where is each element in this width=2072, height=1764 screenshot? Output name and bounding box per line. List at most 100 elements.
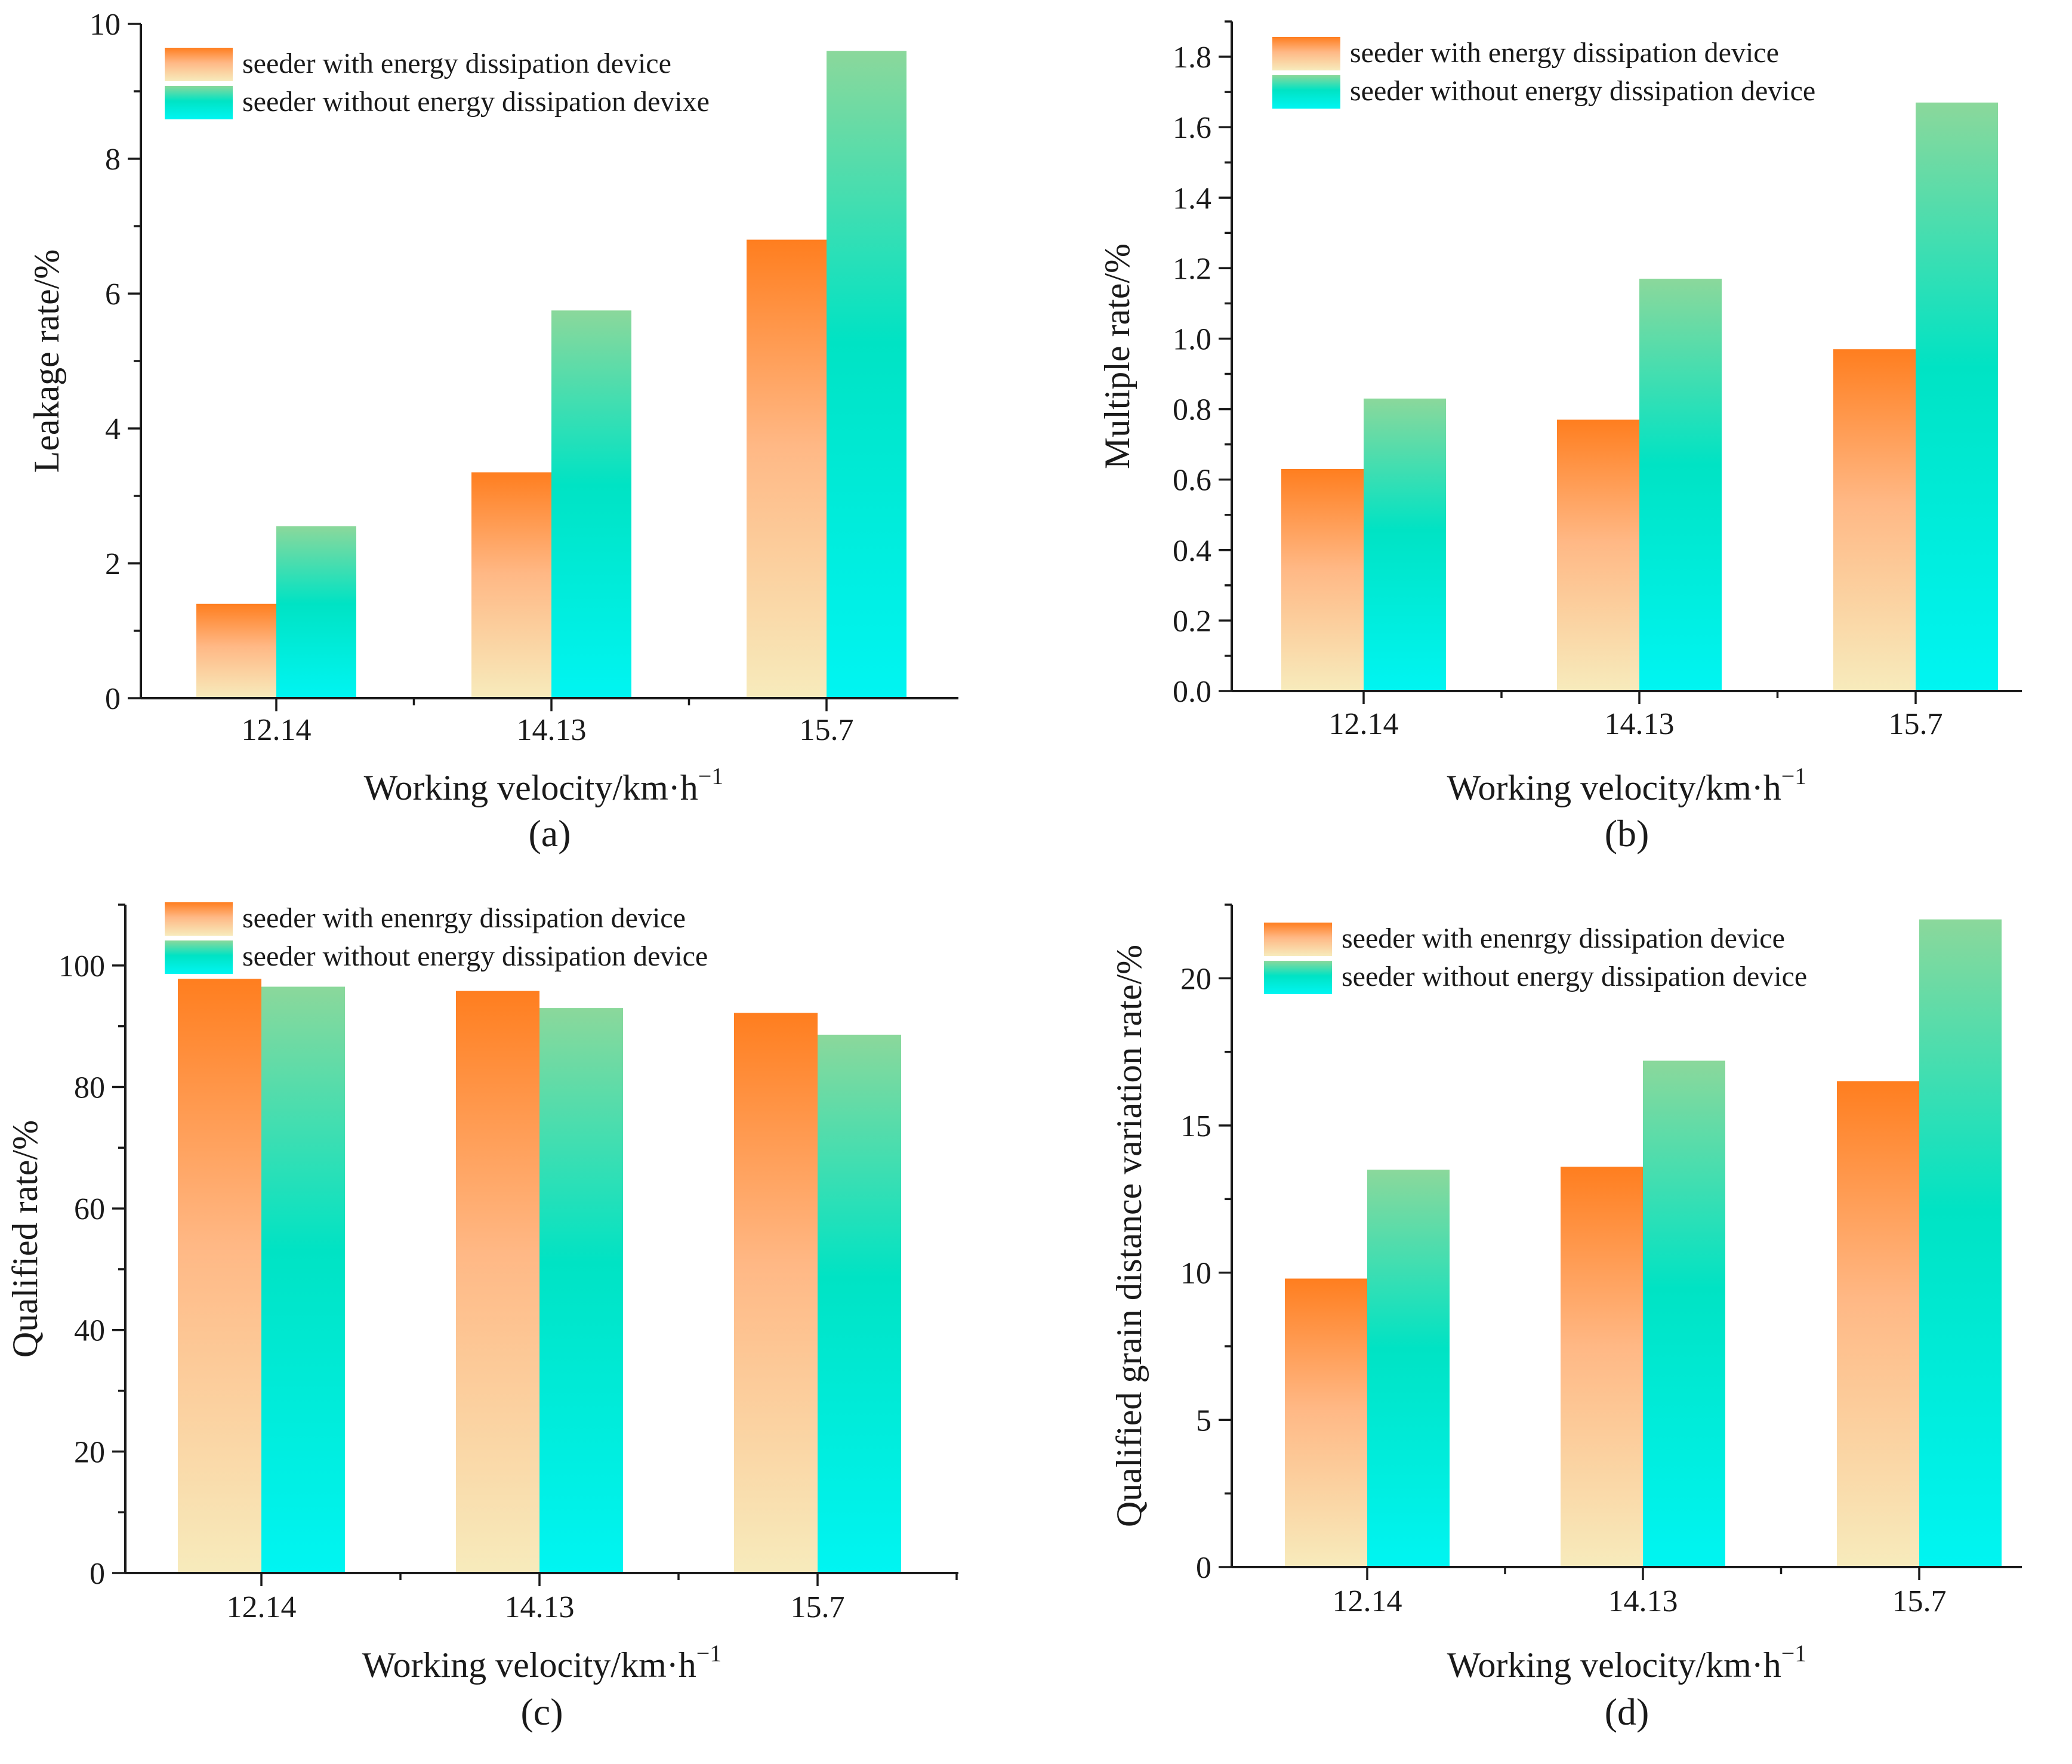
- x-tick-label: 14.13: [505, 1590, 575, 1624]
- legend-label-series2: seeder without energy dissipation device: [1342, 961, 1807, 992]
- y-tick-label: 1.2: [1173, 252, 1211, 286]
- y-axis-title: Leakage rate/%: [27, 249, 66, 473]
- x-axis-title: Working velocity/km·h−1: [364, 763, 724, 807]
- legend-label-series2: seeder without energy dissipation device: [1350, 75, 1815, 107]
- chart-panel-1: 0 2 4 6 8 10 12.14 14.13 15.7 Working velocity/km…: [27, 8, 958, 855]
- legend-swatch-series1: [1272, 37, 1340, 70]
- bar-series2-12.14: [1367, 1170, 1450, 1567]
- x-axis-title: Working velocity/km·h−1: [1447, 1640, 1807, 1685]
- y-tick-label: 4: [105, 412, 121, 446]
- y-tick-label: 15: [1180, 1109, 1211, 1143]
- panel-caption: (d): [1605, 1691, 1649, 1733]
- bar-series2-14.13: [539, 1008, 623, 1573]
- bar-series2-14.13: [551, 310, 631, 698]
- legend-swatch-series1: [165, 48, 233, 81]
- bar-series2-15.7: [1919, 919, 2002, 1567]
- y-tick-label: 0.6: [1173, 464, 1211, 498]
- x-axis-title: Working velocity/km·h−1: [362, 1640, 722, 1685]
- panel-caption: (c): [520, 1691, 563, 1733]
- y-tick-label: 20: [74, 1435, 105, 1469]
- legend-swatch-series2: [1272, 75, 1340, 109]
- legend: seeder with enenrgy dissipation device se…: [165, 902, 708, 974]
- y-tick-label: 1.6: [1173, 111, 1211, 145]
- y-tick-label: 0: [1196, 1551, 1211, 1585]
- bar-series2-14.13: [1643, 1060, 1725, 1567]
- x-tick-label: 15.7: [791, 1590, 845, 1624]
- legend-label-series1: seeder with enenrgy dissipation device: [1342, 923, 1785, 954]
- bar-series1-14.13: [456, 991, 539, 1573]
- bar-series1-14.13: [471, 472, 551, 698]
- y-tick-label: 100: [58, 949, 105, 983]
- x-tick-label: 12.14: [227, 1590, 297, 1624]
- bar-series1-12.14: [196, 603, 276, 698]
- y-tick-label: 0: [105, 682, 121, 716]
- legend: seeder with energy dissipation device see…: [1272, 37, 1815, 109]
- bar-series1-15.7: [734, 1013, 818, 1573]
- x-tick-label: 15.7: [1889, 707, 1943, 741]
- legend-swatch-series1: [165, 902, 233, 936]
- legend-label-series1: seeder with enenrgy dissipation device: [242, 902, 686, 934]
- y-tick-label: 1.4: [1173, 181, 1211, 215]
- legend: seeder with energy dissipation device see…: [165, 48, 710, 119]
- bar-series2-15.7: [827, 51, 906, 699]
- y-tick-label: 10: [1180, 1257, 1211, 1291]
- y-tick-label: 0: [90, 1557, 105, 1591]
- legend-swatch-series2: [1264, 961, 1332, 994]
- y-tick-label: 2: [105, 547, 121, 581]
- y-tick-label: 6: [105, 277, 121, 312]
- bar-series2-12.14: [1364, 398, 1446, 691]
- bar-series1-15.7: [1837, 1081, 1919, 1567]
- bar-series2-12.14: [276, 526, 356, 698]
- x-tick-label: 12.14: [242, 713, 312, 747]
- bar-series2-14.13: [1639, 279, 1722, 691]
- x-tick-label: 15.7: [1892, 1584, 1947, 1618]
- y-tick-label: 60: [74, 1192, 105, 1226]
- y-axis-title: Multiple rate/%: [1097, 243, 1137, 469]
- chart-panel-3: 0 20 40 60 80 100 12.14 14.13 15.7 Working veloci…: [5, 902, 958, 1733]
- y-tick-label: 0.0: [1173, 675, 1211, 709]
- x-tick-label: 14.13: [1608, 1584, 1678, 1618]
- x-tick-label: 15.7: [800, 713, 854, 747]
- y-tick-label: 0.2: [1173, 605, 1211, 639]
- y-tick-label: 20: [1180, 962, 1211, 996]
- bar-series2-15.7: [1916, 102, 1998, 692]
- y-tick-label: 5: [1196, 1404, 1211, 1438]
- y-axis-title: Qualified grain distance variation rate/…: [1109, 945, 1149, 1527]
- y-tick-label: 1.8: [1173, 41, 1211, 75]
- legend-swatch-series2: [165, 940, 233, 974]
- legend-label-series1: seeder with energy dissipation device: [242, 48, 671, 79]
- bar-series1-12.14: [1285, 1278, 1367, 1567]
- bar-series1-15.7: [747, 239, 827, 699]
- y-tick-label: 0.4: [1173, 534, 1211, 568]
- legend-label-series2: seeder without energy dissipation device: [242, 940, 708, 972]
- y-tick-label: 40: [74, 1314, 105, 1348]
- y-tick-label: 8: [105, 143, 121, 177]
- legend-swatch-series1: [1264, 923, 1332, 956]
- legend-label-series2: seeder without energy dissipation devixe: [242, 86, 710, 118]
- y-tick-label: 0.8: [1173, 393, 1211, 427]
- y-tick-label: 1.0: [1173, 322, 1211, 356]
- chart-panel-2: 0.0 0.2 0.4 0.6 0.8 1.0 1.2 1.4 1.6 1.8 12.14 14.13…: [1097, 20, 2022, 855]
- bar-series1-12.14: [178, 979, 261, 1573]
- x-tick-label: 12.14: [1329, 707, 1399, 741]
- legend-label-series1: seeder with energy dissipation device: [1350, 37, 1779, 69]
- bar-series2-12.14: [261, 986, 345, 1573]
- x-tick-label: 14.13: [517, 713, 587, 747]
- bar-series2-15.7: [818, 1034, 901, 1573]
- y-tick-label: 10: [90, 8, 121, 42]
- x-tick-label: 14.13: [1605, 707, 1675, 741]
- y-tick-label: 80: [74, 1071, 105, 1105]
- panel-caption: (b): [1605, 812, 1649, 855]
- legend: seeder with enenrgy dissipation device se…: [1264, 923, 1807, 994]
- legend-swatch-series2: [165, 86, 233, 119]
- x-tick-label: 12.14: [1333, 1584, 1402, 1618]
- bar-series1-12.14: [1281, 468, 1364, 691]
- chart-panel-4: 0 5 10 15 20 12.14 14.13 15.7 Working velocity/k…: [1109, 903, 2022, 1733]
- bar-series1-14.13: [1557, 420, 1639, 691]
- bar-series1-15.7: [1833, 349, 1916, 691]
- y-axis-title: Qualified rate/%: [5, 1120, 45, 1358]
- bar-series1-14.13: [1561, 1167, 1643, 1567]
- x-axis-title: Working velocity/km·h−1: [1447, 763, 1807, 807]
- panel-caption: (a): [528, 812, 571, 855]
